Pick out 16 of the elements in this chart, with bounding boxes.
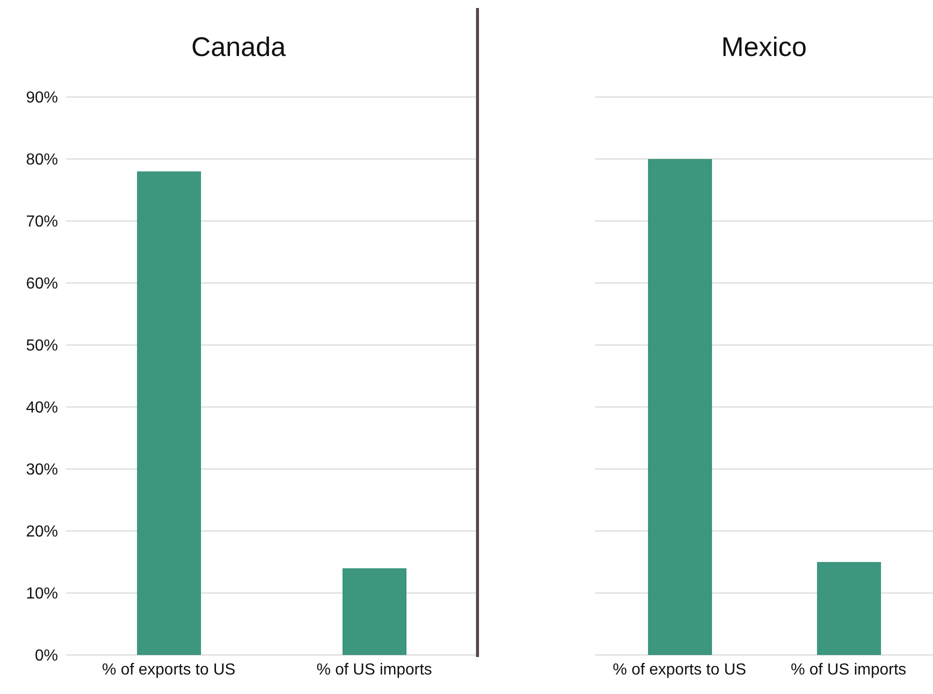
x-tick-label: % of exports to US <box>102 661 236 678</box>
chart-title: Mexico <box>720 32 808 63</box>
chart-title: Canada <box>190 32 287 63</box>
y-tick-label: 60% <box>26 276 58 293</box>
x-tick-label: % of US imports <box>316 661 432 678</box>
y-tick-label: 0% <box>34 648 58 665</box>
y-tick-label: 80% <box>26 152 58 169</box>
y-tick-label: 10% <box>26 586 58 603</box>
x-tick-label: % of exports to US <box>612 661 746 678</box>
y-tick-label: 90% <box>26 90 58 107</box>
y-tick-label: 30% <box>26 462 58 479</box>
y-tick-label: 70% <box>26 214 58 231</box>
y-tick-label: 20% <box>26 524 58 541</box>
y-tick-label: 50% <box>26 338 58 355</box>
x-tick-label: % of US imports <box>790 661 906 678</box>
y-tick-label: 40% <box>26 400 58 417</box>
